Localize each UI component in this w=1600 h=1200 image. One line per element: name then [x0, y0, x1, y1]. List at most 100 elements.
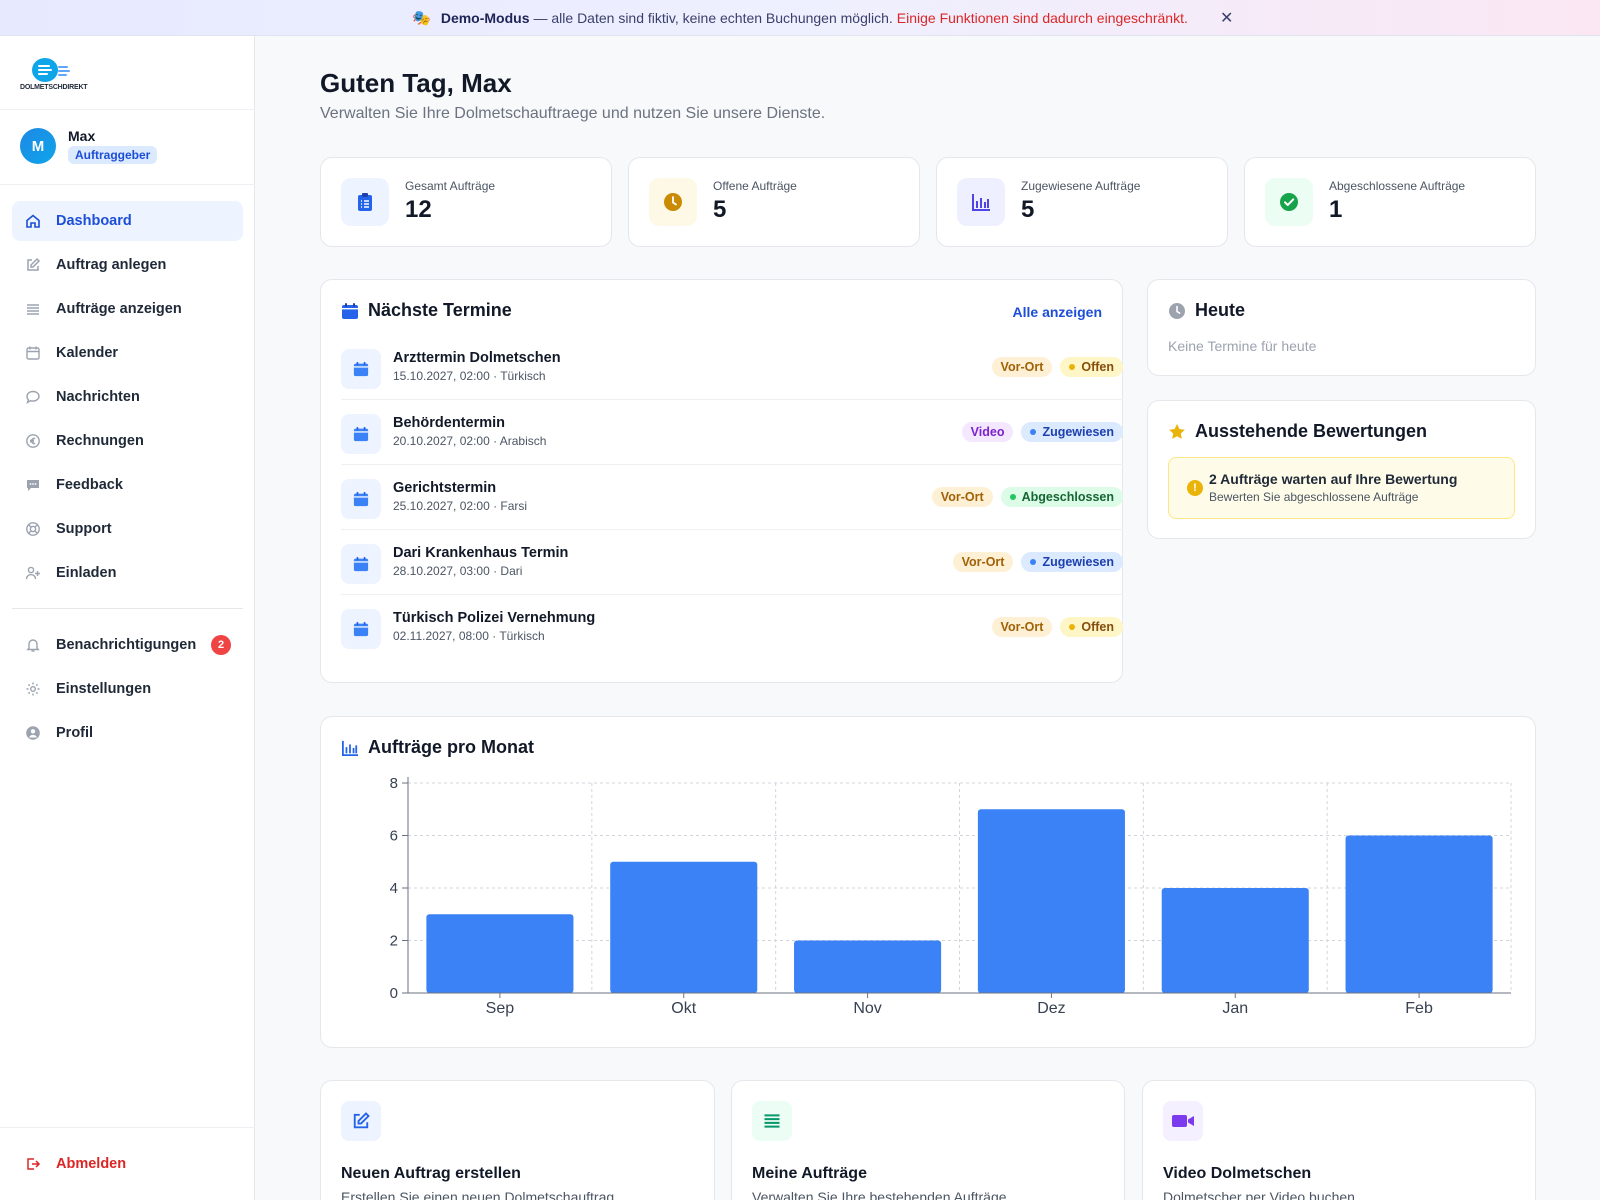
- calendar-icon: [341, 479, 381, 519]
- bar-jan: [1161, 888, 1309, 993]
- status-badge: Zugewiesen: [1021, 552, 1123, 572]
- bar-nov: [794, 940, 942, 993]
- upcoming-appointments-card: Nächste Termine Alle anzeigen Arzttermin…: [320, 279, 1123, 683]
- stat-value: 12: [405, 196, 432, 223]
- notification-count-badge: 2: [211, 635, 231, 655]
- appointment-title: Arzttermin Dolmetschen: [393, 350, 561, 366]
- stat-label: Abgeschlossene Aufträge: [1329, 179, 1466, 193]
- pending-reviews-notice[interactable]: ! 2 Aufträge warten auf Ihre Bewertung B…: [1168, 457, 1515, 519]
- home-icon: [25, 213, 41, 229]
- close-icon[interactable]: ✕: [1220, 10, 1234, 27]
- profile-icon: [25, 725, 41, 741]
- sidebar-item-einladen[interactable]: Einladen: [12, 553, 243, 593]
- sidebar-item-label: Einladen: [56, 565, 117, 581]
- calendar-icon: [25, 345, 41, 361]
- quick-action-title: Video Dolmetschen: [1163, 1165, 1312, 1182]
- list-icon: [752, 1101, 792, 1141]
- sidebar-item-label: Kalender: [56, 345, 119, 361]
- x-tick-label: Sep: [486, 1000, 515, 1017]
- user-plus-icon: [25, 565, 41, 581]
- logout-icon: [25, 1156, 41, 1172]
- quick-action-video[interactable]: Video Dolmetschen Dolmetscher per Video …: [1142, 1080, 1536, 1200]
- card-title: Aufträge pro Monat: [341, 737, 534, 758]
- orders-per-month-card: Aufträge pro Monat 0 2 4 6 8 Sep Okt Nov Dez Jan F…: [320, 716, 1536, 1048]
- sidebar-item-profil[interactable]: Profil: [12, 713, 243, 753]
- clipboard-icon: [341, 178, 389, 226]
- sidebar: DOLMETSCHDIREKT M Max Auftraggeber Dashb…: [0, 36, 255, 1200]
- sidebar-item-dashboard[interactable]: Dashboard: [12, 201, 243, 241]
- show-all-link[interactable]: Alle anzeigen: [1012, 304, 1102, 320]
- card-title: Heute: [1168, 300, 1245, 321]
- user-role-badge: Auftraggeber: [68, 146, 158, 164]
- logo-bubble-icon: [32, 58, 58, 82]
- appointment-row[interactable]: Arzttermin Dolmetschen 15.10.2027, 02:00…: [341, 336, 1123, 400]
- stat-label: Zugewiesene Aufträge: [1021, 179, 1141, 193]
- y-tick-label: 0: [390, 985, 398, 1002]
- quick-action-new-order[interactable]: Neuen Auftrag erstellen Erstellen Sie ei…: [320, 1080, 715, 1200]
- pending-reviews-title: 2 Aufträge warten auf Ihre Bewertung: [1209, 471, 1458, 487]
- logout-button[interactable]: Abmelden: [12, 1144, 243, 1184]
- sidebar-item-auftraege-anzeigen[interactable]: Aufträge anzeigen: [12, 289, 243, 329]
- appointment-meta: 28.10.2027, 03:00 · Dari: [393, 564, 523, 578]
- sidebar-item-feedback[interactable]: Feedback: [12, 465, 243, 505]
- user-name: Max: [68, 128, 96, 144]
- stat-card-zugewiesen[interactable]: Zugewiesene Aufträge 5: [936, 157, 1228, 247]
- sidebar-item-support[interactable]: Support: [12, 509, 243, 549]
- sidebar-item-benachrichtigungen[interactable]: Benachrichtigungen 2: [12, 625, 243, 665]
- stat-card-abgeschlossen[interactable]: Abgeschlossene Aufträge 1: [1244, 157, 1536, 247]
- stat-card-offen[interactable]: Offene Aufträge 5: [628, 157, 920, 247]
- sidebar-item-auftrag-anlegen[interactable]: Auftrag anlegen: [12, 245, 243, 285]
- appointment-title: Gerichtstermin: [393, 480, 497, 496]
- demo-banner: 🎭 Demo-Modus — alle Daten sind fiktiv, k…: [0, 0, 1600, 36]
- y-tick-label: 6: [390, 828, 398, 845]
- gear-icon: [25, 681, 41, 697]
- video-icon: [1163, 1101, 1203, 1141]
- type-badge: Video: [961, 422, 1014, 442]
- stat-value: 1: [1329, 196, 1343, 223]
- avatar: M: [20, 128, 56, 164]
- clock-icon: [649, 178, 697, 226]
- clock-icon: [1168, 302, 1186, 320]
- sidebar-item-label: Feedback: [56, 477, 123, 493]
- status-badge: Offen: [1060, 357, 1123, 377]
- list-icon: [25, 301, 41, 317]
- check-circle-icon: [1265, 178, 1313, 226]
- sidebar-item-label: Benachrichtigungen: [56, 637, 197, 653]
- sidebar-item-label: Nachrichten: [56, 389, 140, 405]
- sidebar-item-label: Support: [56, 521, 112, 537]
- quick-action-title: Meine Aufträge: [752, 1165, 867, 1182]
- type-badge: Vor-Ort: [952, 552, 1014, 572]
- demo-mode-icon: 🎭: [412, 9, 431, 27]
- appointment-row[interactable]: Dari Krankenhaus Termin 28.10.2027, 03:0…: [341, 531, 1123, 595]
- appointment-row[interactable]: Behördentermin 20.10.2027, 02:00 · Arabi…: [341, 401, 1123, 465]
- edit-icon: [25, 257, 41, 273]
- y-tick-label: 8: [390, 775, 398, 792]
- appointment-meta: 15.10.2027, 02:00 · Türkisch: [393, 369, 546, 383]
- appointment-row[interactable]: Türkisch Polizei Vernehmung 02.11.2027, …: [341, 596, 1123, 660]
- appointment-title: Türkisch Polizei Vernehmung: [393, 610, 596, 626]
- page-title: Guten Tag, Max: [320, 68, 512, 98]
- type-badge: Vor-Ort: [931, 487, 993, 507]
- sidebar-item-einstellungen[interactable]: Einstellungen: [12, 669, 243, 709]
- sidebar-item-rechnungen[interactable]: Rechnungen: [12, 421, 243, 461]
- type-badge: Vor-Ort: [991, 617, 1053, 637]
- logout-label: Abmelden: [56, 1156, 127, 1172]
- appointment-title: Behördentermin: [393, 415, 505, 431]
- appointment-row[interactable]: Gerichtstermin 25.10.2027, 02:00 · Farsi…: [341, 466, 1123, 530]
- orders-bar-chart: 0 2 4 6 8 Sep Okt Nov Dez Jan Feb: [390, 775, 1512, 1017]
- sidebar-item-kalender[interactable]: Kalender: [12, 333, 243, 373]
- sidebar-item-nachrichten[interactable]: Nachrichten: [12, 377, 243, 417]
- today-empty-text: Keine Termine für heute: [1168, 338, 1317, 354]
- today-card: Heute Keine Termine für heute: [1147, 279, 1536, 376]
- card-title: Ausstehende Bewertungen: [1168, 421, 1427, 442]
- sidebar-item-label: Profil: [56, 725, 94, 741]
- alert-icon: !: [1187, 480, 1203, 496]
- x-tick-label: Jan: [1222, 1000, 1248, 1017]
- support-icon: [25, 521, 41, 537]
- quick-action-desc: Dolmetscher per Video buchen: [1163, 1189, 1355, 1200]
- logo[interactable]: DOLMETSCHDIREKT: [20, 58, 88, 94]
- x-tick-label: Okt: [671, 1000, 696, 1017]
- quick-action-my-orders[interactable]: Meine Aufträge Verwalten Sie Ihre besteh…: [731, 1080, 1125, 1200]
- bar-chart-icon: [341, 739, 359, 757]
- stat-card-gesamt[interactable]: Gesamt Aufträge 12: [320, 157, 612, 247]
